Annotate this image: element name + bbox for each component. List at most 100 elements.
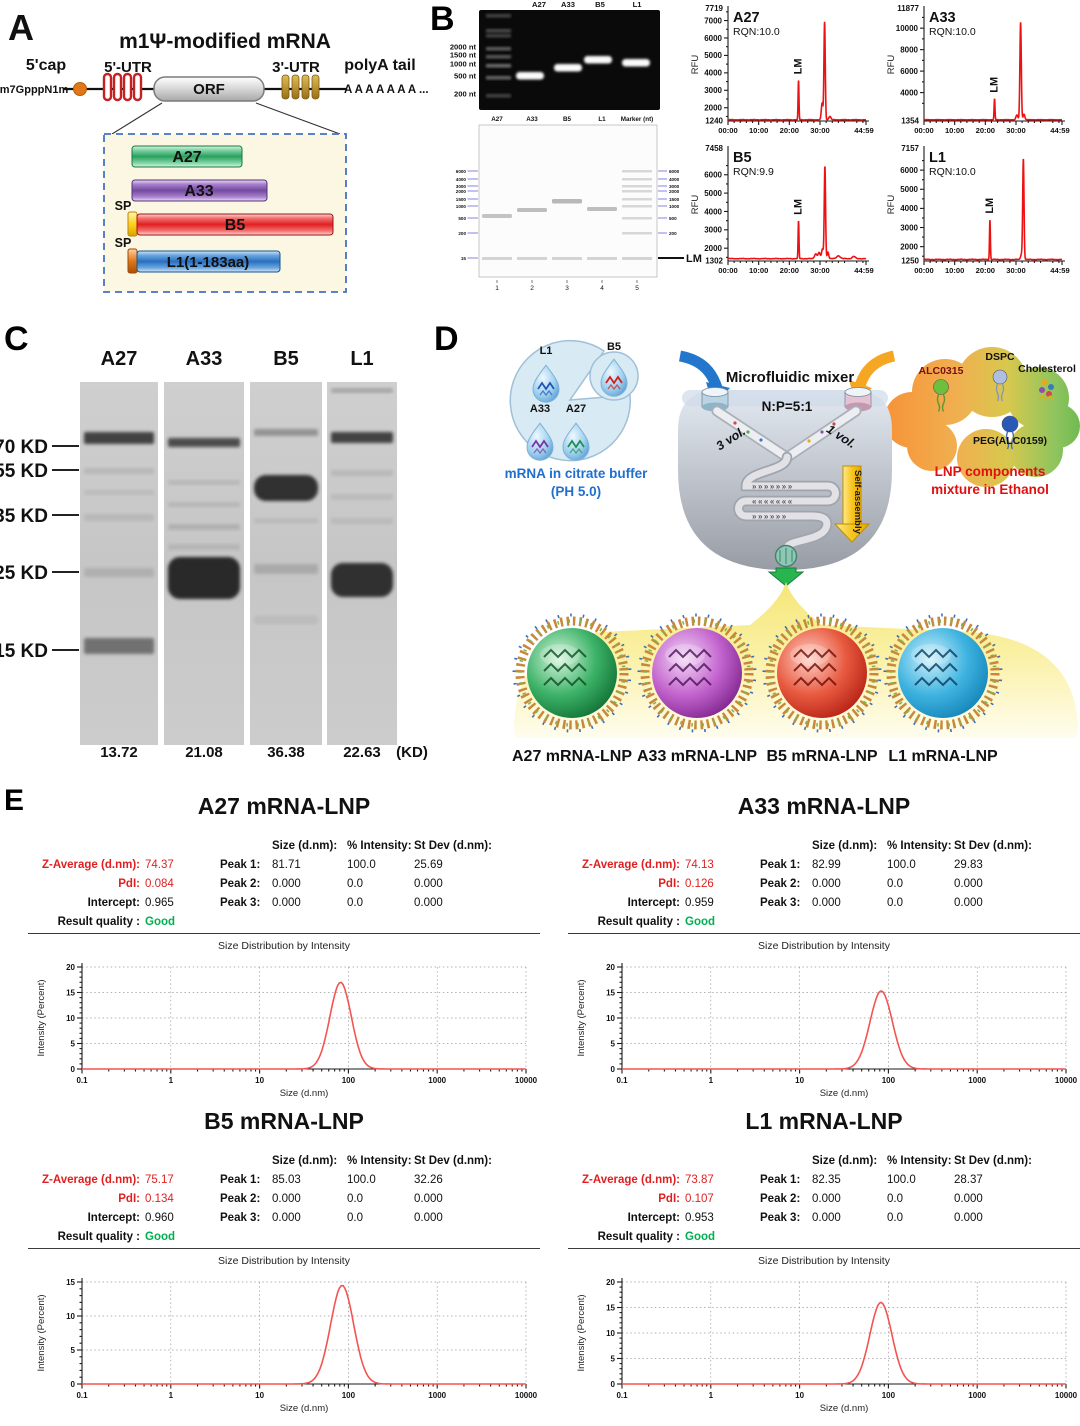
svg-text:10: 10 (255, 1391, 264, 1400)
ethanol-caption-line2: mixture in Ethanol (931, 482, 1049, 497)
svg-text:500: 500 (669, 216, 677, 221)
panel-c-label: C (4, 320, 29, 358)
dls-chart-title: Size Distribution by Intensity (218, 940, 350, 952)
svg-text:15: 15 (66, 989, 75, 998)
svg-text:5: 5 (635, 285, 639, 292)
peak1-stdev: 28.37 (954, 1174, 983, 1186)
peak3-stdev: 0.000 (414, 1212, 443, 1224)
construct-bar-a33 (131, 179, 268, 202)
stat-label-zavg: Z-Average (d.nm): (582, 1174, 680, 1186)
svg-text:0: 0 (71, 1065, 76, 1074)
panel-a-title: m1Ψ-modified mRNA (119, 30, 331, 53)
svg-text:5: 5 (71, 1346, 76, 1355)
dls-chart-title: Size Distribution by Intensity (218, 1255, 350, 1267)
peak2-label: Peak 2: (220, 878, 261, 890)
svg-text:1000: 1000 (669, 204, 680, 209)
svg-text:200: 200 (669, 231, 677, 236)
polya-sequence: A A A A A A A ... (344, 84, 429, 96)
svg-text:2000: 2000 (669, 189, 680, 194)
svg-text:00:00: 00:00 (914, 126, 933, 135)
svg-text:Size (d.nm): Size (d.nm) (280, 1088, 329, 1099)
svg-text:4: 4 (600, 285, 604, 292)
electropherogram-a27: 7719 1240 2000 3000 4000 5000 6000 7000 00:00 10:… (690, 4, 874, 135)
peak1-label: Peak 1: (760, 859, 801, 871)
svg-text:6000: 6000 (704, 171, 722, 180)
stat-value-quality: Good (145, 916, 176, 928)
svg-text:RFU: RFU (886, 195, 897, 215)
svg-text:100: 100 (882, 1391, 896, 1400)
construct-bar-a27 (131, 145, 243, 168)
peak2-size: 0.000 (272, 1193, 301, 1205)
svg-text:1302: 1302 (705, 257, 723, 266)
five-cap-label: 5'cap (26, 57, 67, 74)
svg-text:8000: 8000 (900, 45, 918, 54)
dls-sample-title: B5 mRNA-LNP (204, 1108, 364, 1134)
svg-text:0.1: 0.1 (76, 1076, 88, 1085)
svg-text:1: 1 (709, 1076, 714, 1085)
svg-text:200: 200 (458, 231, 466, 236)
peak2-stdev: 0.000 (954, 1193, 983, 1205)
svg-text:L1: L1 (633, 0, 643, 9)
svg-text:0: 0 (611, 1380, 616, 1389)
peak2-size: 0.000 (812, 878, 841, 890)
svg-text:1250: 1250 (901, 257, 919, 266)
peak1-intensity: 100.0 (347, 1174, 376, 1186)
svg-text:44:59: 44:59 (1050, 126, 1069, 135)
peak2-label: Peak 2: (760, 878, 801, 890)
svg-text:3000: 3000 (456, 184, 467, 189)
svg-text:1000 nt: 1000 nt (450, 60, 477, 69)
dls-size-distribution-plot: 0 5 10 15 20 0.1 1 10 100 1000 10000 Intensity (Per… (36, 963, 538, 1099)
svg-text:RFU: RFU (886, 55, 897, 75)
svg-text:A27: A27 (532, 0, 546, 9)
svg-text:4000: 4000 (704, 207, 722, 216)
cap-dot (73, 82, 87, 96)
lnp-label-l1: L1 mRNA-LNP (888, 748, 998, 765)
peak1-label: Peak 1: (760, 1174, 801, 1186)
svg-text:10000: 10000 (896, 24, 919, 33)
diagram-shapes: »»»»»»» ««««««« »»»»»» (509, 339, 1080, 738)
col-header-intensity: % Intensity: (347, 840, 412, 852)
peak1-size: 82.35 (812, 1174, 841, 1186)
svg-text:30:00: 30:00 (810, 126, 829, 135)
divider-line (28, 933, 540, 934)
stat-value-quality: Good (685, 916, 716, 928)
svg-text:1354: 1354 (901, 117, 919, 126)
construct-label-l1: L1(1-183aa) (167, 254, 250, 271)
stat-value-zavg: 75.17 (145, 1174, 174, 1186)
svg-text:55 KD: 55 KD (0, 461, 48, 482)
svg-text:L1: L1 (350, 348, 373, 370)
peak3-label: Peak 3: (760, 1212, 801, 1224)
svg-text:(KD): (KD) (396, 744, 428, 761)
peak1-intensity: 100.0 (887, 1174, 916, 1186)
svg-text:1500: 1500 (669, 197, 680, 202)
svg-text:00:00: 00:00 (914, 266, 933, 275)
svg-text:6000: 6000 (669, 169, 680, 174)
callout-line-right (255, 102, 341, 135)
svg-text:4000: 4000 (704, 69, 722, 78)
svg-text:3000: 3000 (704, 226, 722, 235)
panel-a-mrna-construct: A m1Ψ-modified mRNA 5'cap 5'-UTR 3'-UTR … (0, 7, 429, 293)
peak1-stdev: 29.83 (954, 859, 983, 871)
svg-text:20: 20 (66, 963, 75, 972)
svg-text:20:00: 20:00 (976, 126, 995, 135)
svg-text:A33: A33 (526, 116, 538, 123)
peak3-intensity: 0.0 (887, 897, 903, 909)
svg-text:4000: 4000 (900, 88, 918, 97)
svg-text:1: 1 (169, 1076, 174, 1085)
component-alc0315: ALC0315 (919, 365, 964, 377)
svg-text:11877: 11877 (897, 4, 919, 13)
divider-line (568, 933, 1080, 934)
stat-value-pdi: 0.084 (145, 878, 174, 890)
svg-text:36.38: 36.38 (267, 744, 305, 761)
peak3-intensity: 0.0 (347, 897, 363, 909)
peak1-intensity: 100.0 (887, 859, 916, 871)
svg-text:LM: LM (989, 77, 1001, 93)
svg-text:15: 15 (461, 256, 467, 261)
peak2-intensity: 0.0 (347, 878, 363, 890)
svg-text:00:00: 00:00 (718, 266, 737, 275)
buffer-caption-line2: (PH 5.0) (551, 484, 601, 499)
dls-size-distribution-plot: 0 5 10 15 20 0.1 1 10 100 1000 10000 Intensity (Per… (576, 1278, 1078, 1414)
peak1-size: 82.99 (812, 859, 841, 871)
svg-text:Size (d.nm): Size (d.nm) (820, 1088, 869, 1099)
